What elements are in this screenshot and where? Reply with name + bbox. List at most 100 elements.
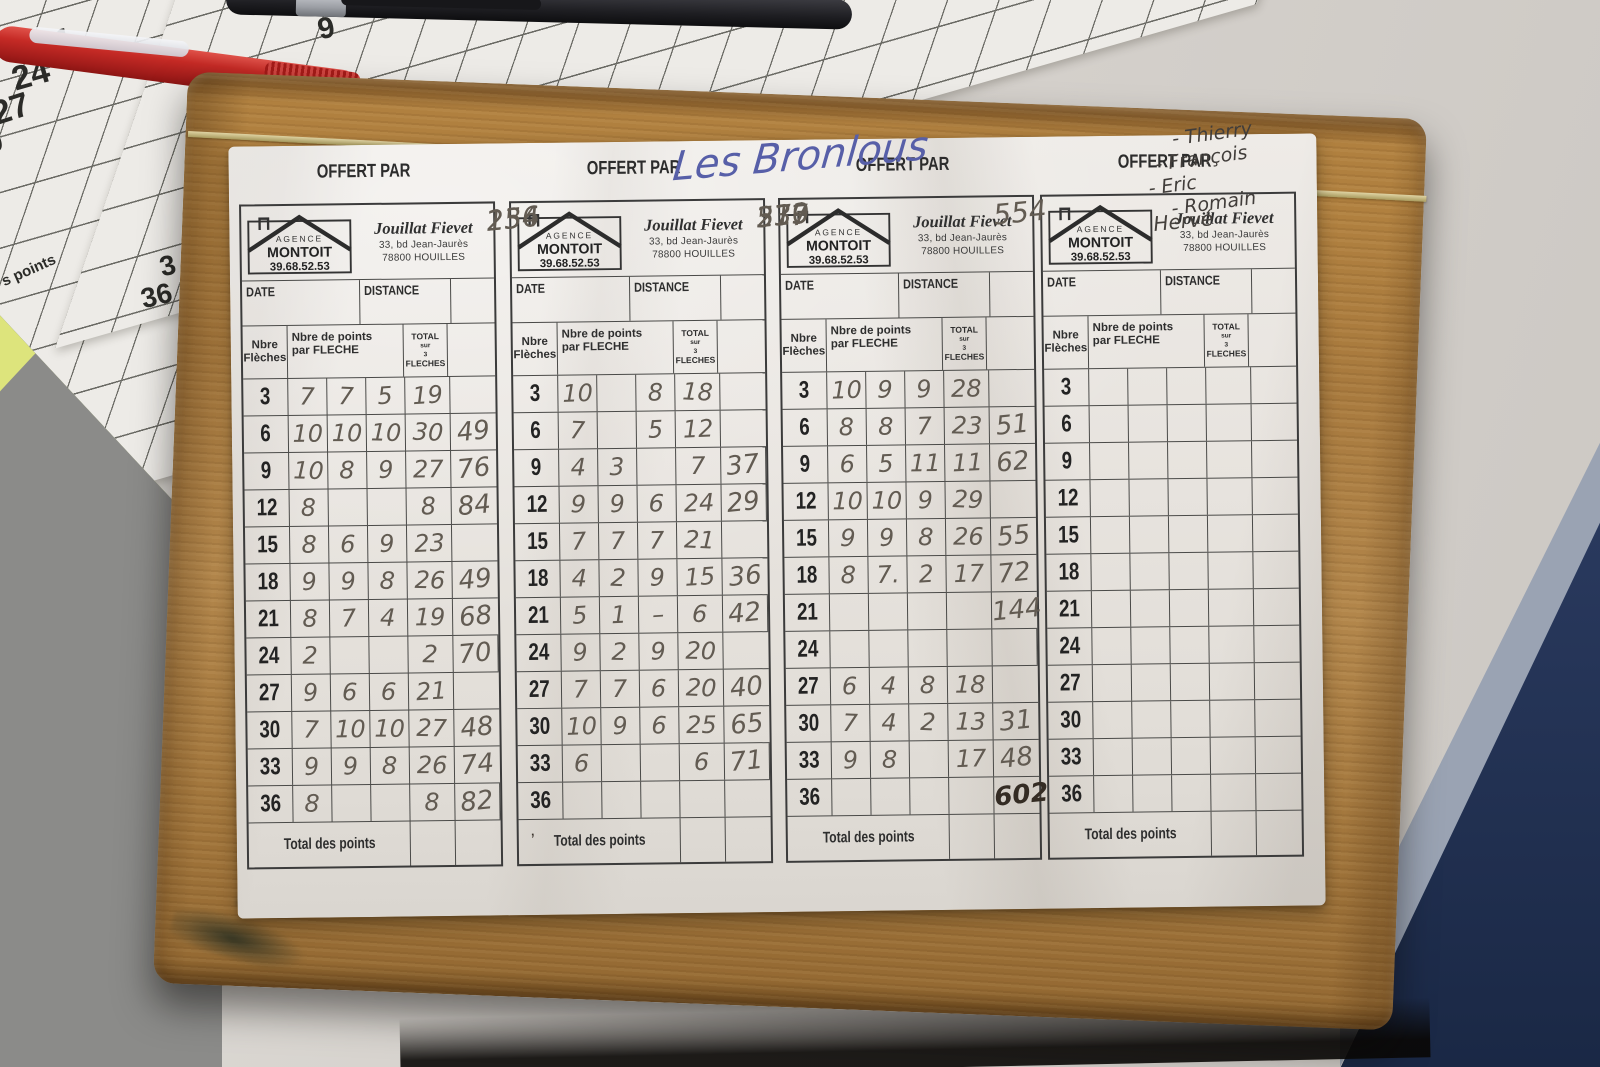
arrow-score-cell: 9: [561, 634, 601, 671]
end-total-cell: 17: [948, 740, 995, 777]
arrow-count-text: 21: [796, 598, 818, 626]
arrow-score-cell: [1171, 737, 1212, 775]
arrow-score-cell: [1170, 663, 1211, 701]
handwritten-arrow-score: 7: [303, 715, 320, 744]
total-points-value-cell: [1211, 811, 1258, 856]
arrow-score-cell: [369, 636, 409, 673]
end-total-cell: [1206, 367, 1252, 404]
handwritten-arrow-score: 1: [610, 600, 628, 630]
arrow-count-text: 27: [797, 672, 819, 700]
end-total-cell: [1209, 663, 1256, 700]
handwritten-running-total: 68: [457, 600, 494, 634]
header-nbre-fleches: Nbre Flèches: [781, 319, 828, 372]
handwritten-end-total: 19: [414, 603, 446, 632]
svg-text:39.68.52.53: 39.68.52.53: [540, 257, 600, 270]
arrow-score-cell: [1168, 515, 1209, 553]
header-points-par-fleche: Nbre de points par FLECHE: [1088, 314, 1206, 369]
score-row-33: 33: [1048, 735, 1302, 776]
handwritten-arrow-score: 6: [842, 672, 858, 701]
arrow-score-cell: 8: [370, 747, 411, 784]
end-total-cell: 7: [676, 447, 722, 485]
running-total-cell: [450, 376, 495, 413]
handwritten-arrow-score: 5: [877, 449, 895, 479]
arrow-score-cell: 8: [636, 374, 676, 411]
running-total-cell: 40: [724, 669, 769, 706]
end-total-cell: [947, 629, 993, 666]
end-total-cell: 8: [410, 783, 456, 821]
arrow-score-cell: 8: [908, 666, 949, 704]
handwritten-end-total: 26: [416, 751, 448, 780]
arrow-score-cell: 4: [560, 560, 600, 597]
handwritten-end-total: 19: [411, 380, 444, 411]
header-line: Nbre de points: [291, 330, 373, 344]
handwritten-running-total: 31: [997, 704, 1034, 738]
arrow-count-text: 3: [798, 376, 810, 404]
header-line: Flèches: [243, 351, 287, 365]
arrow-count-text: 27: [528, 675, 550, 704]
handwritten-end-total: 28: [950, 374, 982, 403]
handwritten-end-total: 20: [685, 673, 717, 703]
arrow-score-cell: 9: [559, 486, 599, 523]
arrow-score-cell: 6: [637, 485, 677, 522]
arrow-score-cell: 9: [292, 748, 333, 785]
arrow-count-label: 24: [1047, 628, 1093, 665]
arrow-count-label: 27: [785, 668, 832, 705]
arrow-score-cell: 10: [289, 452, 329, 489]
arrow-score-cell: [909, 740, 950, 778]
running-total-cell: [992, 628, 1038, 666]
running-total-cell: 29: [721, 484, 767, 521]
distance-cell: DISTANCE: [359, 278, 452, 325]
sponsor-address-line2: 78800 HOUILLES: [1183, 242, 1267, 255]
running-total-cell: [1253, 515, 1298, 552]
sponsor-logo-block: AGENCE MONTOIT 39.68.52.53 Jouillat Fiev…: [511, 200, 764, 277]
handwritten-arrow-score: 6: [839, 450, 856, 479]
arrow-score-cell: 9: [367, 525, 408, 562]
running-total-cell: [1256, 737, 1301, 774]
handwritten-arrow-score: 7: [649, 526, 666, 555]
arrow-score-cell: [1169, 589, 1210, 627]
arrow-count-label: 36: [787, 779, 833, 816]
distance-label: DISTANCE: [1164, 272, 1221, 289]
score-row-6: 6 8 8 7 23 51: [782, 405, 1036, 446]
scorecard-3: AGENCE MONTOIT 39.68.52.53 Jouillat Fiev…: [777, 193, 1050, 863]
end-total-cell: 21: [676, 521, 723, 559]
header-total-sur-3: TOTAL sur 3 FLECHES: [403, 324, 449, 377]
header-points-par-fleche: Nbre de points par FLECHE: [557, 321, 675, 375]
arrow-count-text: 3: [260, 383, 271, 411]
arrow-count-text: 15: [795, 524, 817, 552]
svg-text:39.68.52.53: 39.68.52.53: [270, 260, 330, 273]
arrow-score-cell: 6: [562, 745, 603, 782]
arrow-score-cell: [829, 593, 870, 631]
running-total-cell: [1251, 367, 1296, 404]
end-total-cell: 26: [945, 518, 992, 555]
score-row-24: 24: [1047, 624, 1300, 665]
arrow-count-text: 30: [258, 716, 281, 744]
header-line: Nbre: [1052, 329, 1079, 342]
end-total-cell: 19: [407, 598, 454, 636]
arrow-count-text: 9: [260, 457, 272, 485]
score-row-21: 21 5 1–6 42 339: [515, 196, 811, 635]
arrow-count-label: 27: [1047, 665, 1094, 702]
date-label: DATE: [246, 284, 276, 300]
arrow-count-text: 12: [1057, 484, 1079, 512]
arrow-score-cell: [597, 411, 638, 449]
handwritten-running-total: 29: [725, 485, 762, 519]
handwritten-arrow-score: 10: [370, 418, 402, 448]
handwritten-arrow-score: 2: [611, 637, 628, 667]
arrow-count-label: 6: [513, 412, 560, 450]
arrow-score-cell: [641, 781, 681, 818]
arrow-score-cell: [367, 488, 407, 525]
arrow-score-cell: [1129, 479, 1169, 516]
handwritten-arrow-score: 2: [918, 559, 936, 589]
header-line: TOTAL: [411, 331, 439, 342]
column-header-row: Nbre Flèches Nbre de points par FLECHE TOTAL…: [242, 322, 496, 379]
date-label: DATE: [515, 280, 546, 297]
arrow-count-label: 21: [515, 597, 562, 635]
svg-text:MONTOIT: MONTOIT: [806, 237, 872, 254]
handwritten-arrow-score: 7: [842, 708, 859, 738]
end-total-cell: [1207, 515, 1254, 552]
handwritten-arrow-score: 10: [331, 419, 363, 448]
running-total-cell: [720, 373, 765, 410]
arrow-score-cell: [1090, 442, 1130, 480]
score-row-15: 15: [1045, 513, 1299, 554]
